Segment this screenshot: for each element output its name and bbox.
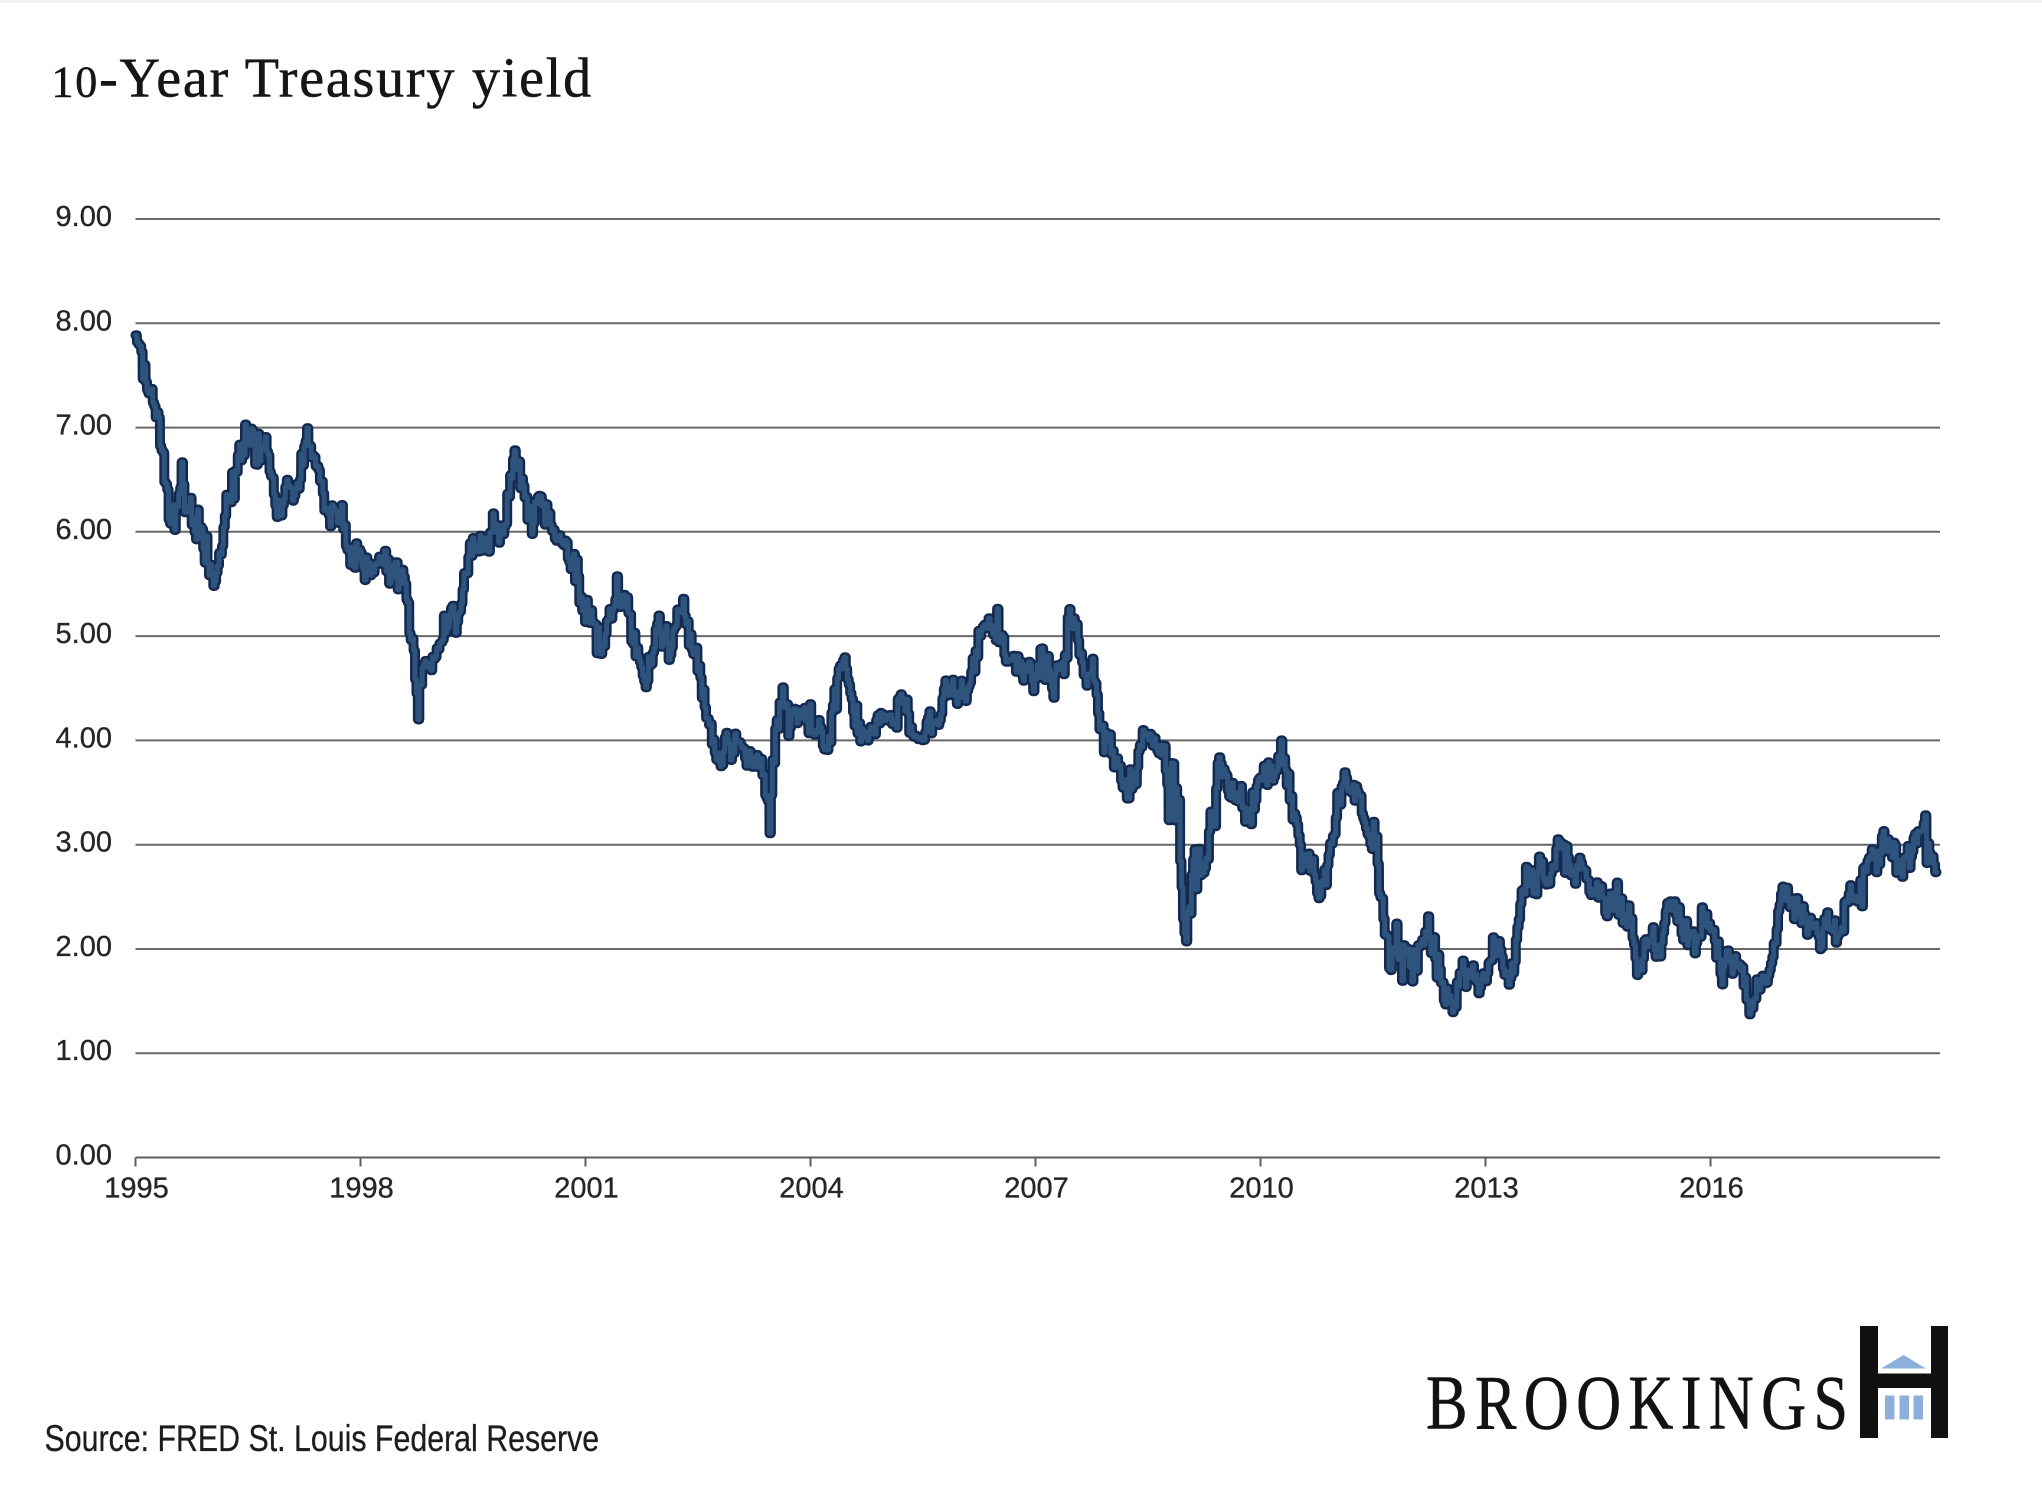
svg-text:10-Year Treasury yield: 10-Year Treasury yield [52,48,593,110]
svg-text:3.00: 3.00 [56,827,112,859]
svg-text:1995: 1995 [104,1173,169,1205]
svg-text:2010: 2010 [1229,1173,1294,1205]
svg-text:0.00: 0.00 [56,1140,112,1172]
svg-text:1.00: 1.00 [56,1035,112,1067]
svg-text:9.00: 9.00 [56,201,112,233]
svg-text:2013: 2013 [1454,1173,1519,1205]
svg-text:2.00: 2.00 [56,931,112,963]
svg-text:6.00: 6.00 [56,514,112,546]
svg-text:5.00: 5.00 [56,618,112,650]
svg-text:4.00: 4.00 [56,722,112,754]
svg-text:BROOKINGS: BROOKINGS [1426,1361,1855,1446]
svg-text:2004: 2004 [779,1173,844,1205]
svg-text:8.00: 8.00 [56,305,112,337]
svg-text:2007: 2007 [1004,1173,1069,1205]
svg-text:2001: 2001 [554,1173,619,1205]
svg-text:1998: 1998 [329,1173,394,1205]
svg-text:2016: 2016 [1679,1173,1744,1205]
svg-text:7.00: 7.00 [56,410,112,442]
svg-text:Source: FRED St. Louis Federal: Source: FRED St. Louis Federal Reserve [45,1418,600,1460]
